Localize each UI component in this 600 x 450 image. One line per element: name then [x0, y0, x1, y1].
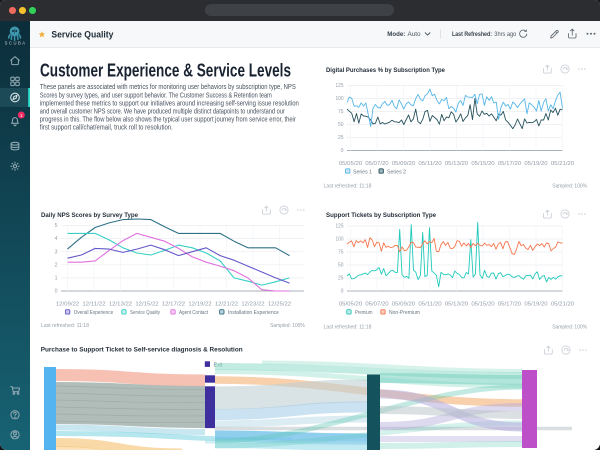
svg-text:Series 1: Series 1	[353, 169, 372, 175]
svg-text:Sampled: 100%: Sampled: 100%	[552, 184, 587, 190]
svg-text:2: 2	[55, 262, 58, 268]
svg-text:12/25/22: 12/25/22	[268, 302, 291, 308]
svg-text:50: 50	[338, 122, 344, 128]
svg-text:Support Tickets by Subscriptio: Support Tickets by Subscription Type	[326, 212, 436, 219]
svg-text:12/17/22: 12/17/22	[162, 302, 185, 308]
svg-text:125: 125	[336, 83, 344, 89]
svg-text:5: 5	[55, 223, 58, 229]
svg-text:Non-Premium: Non-Premium	[389, 310, 420, 316]
svg-text:25: 25	[338, 135, 344, 141]
svg-text:50: 50	[338, 263, 344, 269]
svg-text:12/19/22: 12/19/22	[188, 302, 211, 308]
svg-text:05/21/20: 05/21/20	[551, 161, 574, 167]
svg-text:05/11/20: 05/11/20	[418, 302, 441, 308]
svg-text:Last refreshed: 11:18: Last refreshed: 11:18	[41, 323, 89, 329]
svg-text:0: 0	[341, 148, 344, 154]
svg-text:Last refreshed: 11:18: Last refreshed: 11:18	[324, 325, 372, 331]
svg-text:first support call/chat/email,: first support call/chat/email, truck rol…	[40, 125, 173, 132]
svg-text:Purchase to Support Ticket to: Purchase to Support Ticket to Self-servi…	[41, 346, 243, 353]
svg-text:12/11/22: 12/11/22	[82, 302, 105, 308]
svg-text:12/15/22: 12/15/22	[135, 302, 158, 308]
svg-text:Mode:: Mode:	[387, 32, 405, 38]
svg-text:Last Refreshed:: Last Refreshed:	[452, 32, 492, 38]
svg-text:Sampled: 100%: Sampled: 100%	[270, 323, 305, 329]
svg-text:SCUBA: SCUBA	[5, 40, 27, 45]
svg-text:Agent Contact: Agent Contact	[179, 310, 208, 316]
svg-text:05/11/20: 05/11/20	[418, 161, 441, 167]
svg-text:and overall customer NPS score: and overall customer NPS score. We have …	[40, 108, 286, 115]
svg-text:implemented these metrics to s: implemented these metrics to support our…	[40, 100, 299, 107]
svg-text:1: 1	[55, 276, 58, 282]
svg-text:05/07/20: 05/07/20	[365, 302, 388, 308]
svg-text:05/19/20: 05/19/20	[524, 302, 547, 308]
svg-text:05/15/20: 05/15/20	[471, 161, 494, 167]
svg-text:1: 1	[20, 113, 23, 118]
svg-text:25: 25	[338, 276, 344, 282]
svg-text:Overall Experience: Overall Experience	[74, 310, 114, 316]
svg-text:05/13/20: 05/13/20	[445, 161, 468, 167]
svg-text:125: 125	[336, 224, 344, 230]
svg-text:75: 75	[338, 250, 344, 256]
svg-text:Installation Experience: Installation Experience	[228, 310, 279, 316]
svg-text:Auto: Auto	[408, 32, 422, 38]
svg-text:05/13/20: 05/13/20	[445, 302, 468, 308]
svg-text:05/21/20: 05/21/20	[551, 302, 574, 308]
svg-text:05/15/20: 05/15/20	[471, 302, 494, 308]
svg-text:Scores by survey types, and us: Scores by survey types, and user support…	[40, 92, 272, 99]
svg-text:12/13/22: 12/13/22	[109, 302, 132, 308]
svg-text:3: 3	[55, 249, 58, 255]
svg-text:Premium: Premium	[355, 310, 373, 316]
svg-text:75: 75	[338, 109, 344, 115]
svg-text:Digital Purchases % by Subscri: Digital Purchases % by Subscription Type	[326, 67, 445, 74]
svg-text:12/23/22: 12/23/22	[241, 302, 264, 308]
svg-text:Series 2: Series 2	[387, 169, 406, 175]
svg-text:05/17/20: 05/17/20	[498, 302, 521, 308]
svg-text:100: 100	[336, 237, 344, 243]
svg-text:100: 100	[336, 96, 344, 102]
svg-text:progress in this. The flow bel: progress in this. The flow below also sh…	[40, 116, 297, 123]
svg-text:05/07/20: 05/07/20	[365, 161, 388, 167]
svg-text:05/05/20: 05/05/20	[339, 302, 362, 308]
svg-text:Last refreshed: 11:18: Last refreshed: 11:18	[324, 184, 372, 190]
svg-text:12/21/22: 12/21/22	[215, 302, 238, 308]
svg-text:0: 0	[341, 289, 344, 295]
svg-text:These panels are associated wi: These panels are associated with metrics…	[40, 84, 296, 91]
svg-text:Daily NPS Scores by Survey Typ: Daily NPS Scores by Survey Type	[41, 212, 138, 219]
svg-text:4: 4	[55, 236, 58, 242]
svg-text:Service Quality: Service Quality	[51, 30, 114, 40]
svg-text:05/17/20: 05/17/20	[498, 161, 521, 167]
svg-text:05/19/20: 05/19/20	[524, 161, 547, 167]
svg-text:05/05/20: 05/05/20	[339, 161, 362, 167]
svg-text:0: 0	[55, 289, 58, 295]
svg-text:3hrs ago: 3hrs ago	[494, 32, 517, 38]
svg-text:Service Quality: Service Quality	[130, 310, 160, 316]
svg-text:Sampled: 100%: Sampled: 100%	[552, 325, 587, 331]
svg-text:Customer Experience & Service: Customer Experience & Service Levels	[40, 61, 291, 81]
svg-text:05/09/20: 05/09/20	[392, 161, 415, 167]
svg-text:05/09/20: 05/09/20	[392, 302, 415, 308]
svg-text:12/09/22: 12/09/22	[56, 302, 79, 308]
